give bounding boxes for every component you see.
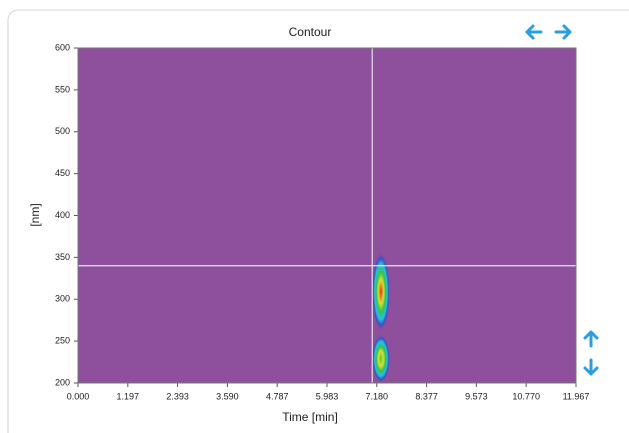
x-tick-label: 1.197 [117,391,140,401]
x-tick-label: 8.377 [415,391,438,401]
chart-title: Contour [289,25,332,39]
contour-background [78,48,576,383]
nav-up[interactable] [583,330,599,348]
y-tick-label: 600 [55,42,70,52]
x-axis-label: Time [min] [282,410,338,424]
frame [7,9,629,433]
x-tick-label: 7.180 [366,391,389,401]
nav-right[interactable] [554,24,572,40]
x-tick-label: 5.983 [316,391,339,401]
plot-border [77,47,577,384]
y-tick-label: 550 [55,84,70,94]
peak [371,334,390,383]
nav-left[interactable] [525,24,543,40]
x-tick-label: 11.967 [563,391,590,401]
peak [371,252,390,332]
y-axis-label: [nm] [28,203,42,226]
y-tick-label: 250 [55,336,70,346]
x-tick-label: 3.590 [216,391,239,401]
y-tick-label: 200 [55,377,70,387]
plot-area [78,48,576,383]
y-tick-label: 300 [55,294,70,304]
y-tick-label: 500 [55,126,70,136]
x-tick-label: 10.770 [512,391,540,401]
y-tick-label: 350 [55,252,70,262]
x-tick-label: 2.393 [166,391,189,401]
nav-down[interactable] [583,358,599,376]
x-tick-label: 0.000 [67,391,90,401]
y-tick-label: 450 [55,168,70,178]
x-tick-label: 4.787 [266,391,289,401]
y-tick-label: 400 [55,210,70,220]
x-tick-label: 9.573 [465,391,488,401]
